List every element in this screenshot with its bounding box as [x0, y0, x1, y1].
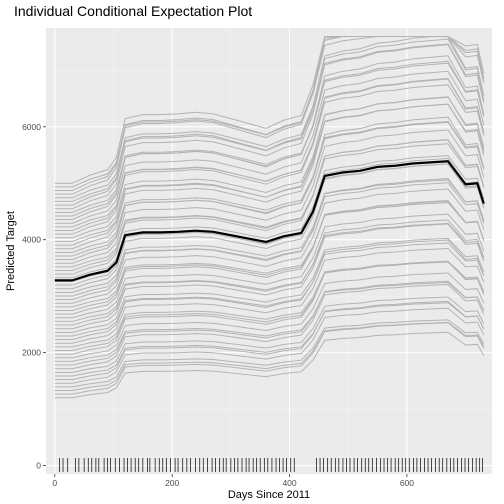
- ice-line: [54, 282, 485, 362]
- ice-line: [54, 182, 485, 297]
- ice-line: [54, 44, 485, 210]
- ice-line: [54, 296, 485, 373]
- y-tick-label: 2000: [22, 348, 41, 358]
- rug-marks: [59, 458, 483, 472]
- ice-line: [54, 302, 485, 377]
- ice-line: [54, 222, 485, 322]
- ice-line: [54, 199, 485, 315]
- ice-line: [54, 84, 485, 228]
- pdp-line-group: [54, 160, 485, 282]
- ice-line: [54, 121, 485, 257]
- ice-line: [54, 38, 485, 199]
- x-tick-label: 600: [400, 478, 414, 488]
- ice-line: [54, 96, 485, 239]
- ice-line: [54, 223, 485, 330]
- ice-line: [54, 178, 485, 301]
- ice-line: [54, 43, 485, 202]
- pdp-line: [54, 160, 485, 282]
- ice-line: [54, 247, 485, 344]
- ice-line: [54, 272, 485, 359]
- ice-line: [54, 300, 485, 381]
- y-tick-label: 4000: [22, 235, 41, 245]
- ice-line: [54, 321, 485, 392]
- ice-line: [54, 219, 485, 326]
- ice-line: [54, 70, 485, 224]
- x-axis-title: Days Since 2011: [228, 489, 310, 501]
- ice-line: [54, 62, 485, 213]
- ice-line: [54, 179, 485, 293]
- ice-line: [54, 331, 485, 399]
- ice-line: [54, 239, 485, 341]
- ice-line: [54, 213, 485, 319]
- ice-line: [54, 261, 485, 352]
- ice-line: [54, 237, 485, 333]
- ice-line: [54, 78, 485, 235]
- x-tick-label: 400: [282, 478, 296, 488]
- ice-line: [54, 60, 485, 217]
- ice-line: [54, 260, 485, 348]
- ice-line: [54, 121, 485, 253]
- ice-line: [54, 35, 485, 184]
- plot-panel: [46, 28, 492, 474]
- y-tick-label: 6000: [22, 122, 41, 132]
- ice-lines-group: [54, 35, 485, 399]
- ice-line: [54, 307, 485, 384]
- ice-line: [54, 280, 485, 366]
- y-tick-label: 0: [36, 461, 41, 471]
- ice-line: [54, 284, 485, 370]
- x-tick-label: 200: [165, 478, 179, 488]
- chart-title: Individual Conditional Expectation Plot: [14, 3, 252, 19]
- ice-line: [54, 129, 485, 264]
- ice-line: [54, 188, 485, 304]
- ice-line: [54, 200, 485, 312]
- x-tick-label: 0: [52, 478, 57, 488]
- y-axis-title: Predicted Target: [5, 211, 17, 291]
- ice-line: [54, 202, 485, 308]
- ice-line: [54, 103, 485, 242]
- ice-line: [54, 143, 485, 268]
- ice-line: [54, 319, 485, 388]
- ice-line: [54, 242, 485, 337]
